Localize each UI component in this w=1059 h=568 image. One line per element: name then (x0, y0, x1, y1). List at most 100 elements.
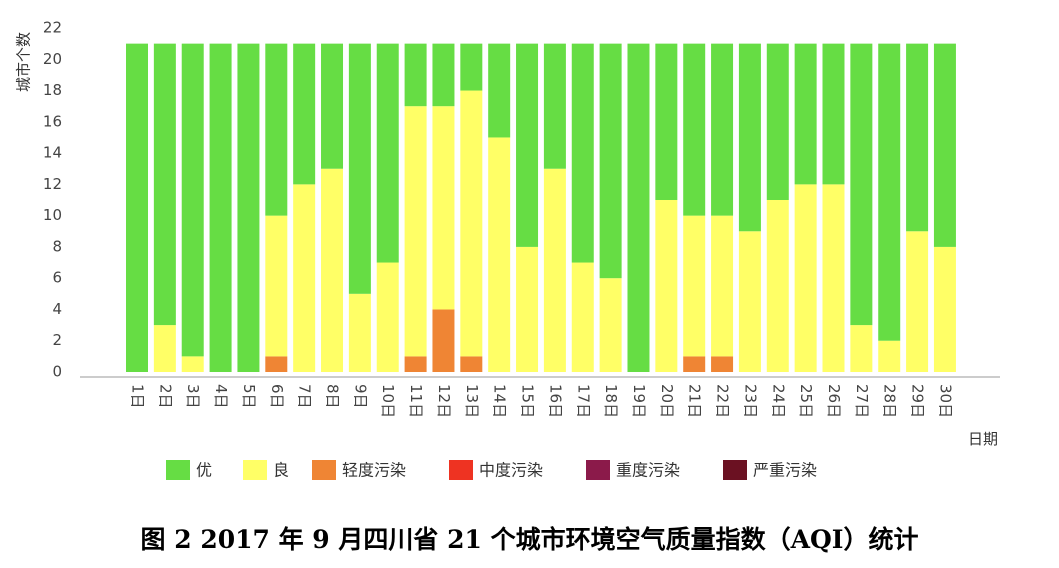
bar-segment (850, 43, 873, 326)
bar-segment (153, 43, 176, 326)
bar-segment (348, 293, 371, 372)
bar-segment (906, 43, 929, 232)
bar-segment (655, 200, 678, 372)
x-tick-label: 27日 (853, 384, 871, 418)
bar-segment (683, 215, 706, 357)
bar-segment (683, 43, 706, 216)
x-tick-label: 3日 (184, 384, 202, 409)
x-tick-label: 15日 (519, 384, 537, 418)
legend-swatch (166, 460, 190, 480)
bar-segment (794, 43, 817, 185)
bars (126, 43, 956, 373)
bar-segment (878, 340, 901, 372)
bar-segment (376, 43, 399, 263)
bar-segment (711, 356, 734, 372)
bar-segment (404, 356, 427, 372)
bar-segment (516, 246, 539, 372)
y-tick-label: 6 (52, 269, 62, 287)
x-tick-label: 29日 (909, 384, 927, 418)
x-tick-label: 12日 (435, 384, 453, 418)
legend-item[interactable]: 优 (166, 460, 212, 480)
bar-segment (516, 43, 539, 247)
legend-item[interactable]: 中度污染 (449, 460, 543, 480)
bar-segment (711, 215, 734, 357)
bar-segment (599, 278, 622, 372)
bar-segment (181, 43, 204, 357)
bar-segment (850, 325, 873, 372)
bar-segment (181, 356, 204, 372)
bar-segment (543, 43, 566, 169)
bar-segment (543, 168, 566, 372)
bar-segment (571, 43, 594, 263)
x-tick-label: 19日 (630, 384, 648, 418)
bar-segment (766, 43, 789, 200)
x-tick-label: 7日 (296, 384, 314, 409)
legend-label: 重度污染 (616, 461, 680, 480)
legend-item[interactable]: 严重污染 (723, 460, 817, 480)
x-tick-label: 9日 (351, 384, 369, 409)
bar-segment (933, 246, 956, 372)
y-tick-label: 18 (43, 81, 62, 99)
legend-swatch (449, 460, 473, 480)
bar-segment (460, 356, 483, 372)
x-tick-label: 16日 (546, 384, 564, 418)
bar-segment (460, 43, 483, 91)
bar-segment (599, 43, 622, 279)
y-tick-label: 8 (52, 237, 62, 255)
legend: 优 良 轻度污染 中度污染 重度污染 严重污染 (166, 460, 817, 480)
bar-segment (432, 309, 455, 372)
figure-caption: 图 2 2017 年 9 月四川省 21 个城市环境空气质量指数（AQI）统计 (140, 525, 919, 554)
bar-segment (822, 184, 845, 372)
legend-item[interactable]: 轻度污染 (312, 460, 406, 480)
x-tick-label: 2日 (156, 384, 174, 409)
bar-segment (878, 43, 901, 341)
bar-segment (933, 43, 956, 247)
bar-segment (321, 43, 344, 169)
bar-segment (321, 168, 344, 372)
y-axis-title: 城市个数 (15, 32, 33, 92)
legend-label: 中度污染 (479, 461, 543, 480)
bar-segment (209, 43, 232, 373)
x-axis: 1日 2日 3日 4日 5日 6日 7日 8日 9日 10日 11日 12日 13日 14日 15日 16日 1… (129, 384, 955, 418)
legend-item[interactable]: 重度污染 (586, 460, 680, 480)
bar-segment (906, 231, 929, 372)
x-tick-label: 26日 (825, 384, 843, 418)
legend-swatch (312, 460, 336, 480)
x-tick-label: 4日 (212, 384, 230, 409)
bar-segment (126, 43, 148, 373)
aqi-stacked-bar-chart: 城市个数 0 2 4 6 8 10 12 14 16 18 20 22 1日 2日 3日 4日 5日 6日 7日 8… (15, 19, 1000, 480)
bar-segment (488, 137, 511, 372)
y-tick-label: 4 (52, 300, 62, 318)
bar-segment (738, 231, 761, 372)
y-tick-label: 22 (43, 19, 62, 37)
bar-segment (655, 43, 678, 200)
y-tick-label: 10 (43, 206, 62, 224)
y-tick-label: 14 (43, 144, 62, 162)
bar-segment (627, 43, 650, 373)
y-axis: 0 2 4 6 8 10 12 14 16 18 20 22 (43, 19, 62, 381)
bar-segment (432, 106, 455, 310)
legend-label: 良 (273, 461, 289, 480)
legend-label: 严重污染 (753, 461, 817, 480)
bar-segment (293, 184, 316, 372)
x-tick-label: 13日 (463, 384, 481, 418)
x-tick-label: 20日 (658, 384, 676, 418)
bar-segment (571, 262, 594, 372)
legend-item[interactable]: 良 (243, 460, 289, 480)
bar-segment (404, 106, 427, 357)
legend-swatch (586, 460, 610, 480)
legend-label: 优 (196, 461, 212, 480)
x-tick-label: 11日 (407, 384, 425, 418)
bar-segment (265, 356, 288, 372)
legend-label: 轻度污染 (342, 461, 406, 480)
bar-segment (293, 43, 316, 185)
y-tick-label: 2 (52, 331, 62, 349)
y-tick-label: 16 (43, 112, 62, 130)
bar-segment (738, 43, 761, 232)
x-tick-label: 14日 (491, 384, 509, 418)
bar-segment (237, 43, 260, 373)
y-tick-label: 20 (43, 50, 62, 68)
y-tick-label: 0 (52, 363, 62, 381)
x-tick-label: 24日 (769, 384, 787, 418)
y-tick-label: 12 (43, 175, 62, 193)
